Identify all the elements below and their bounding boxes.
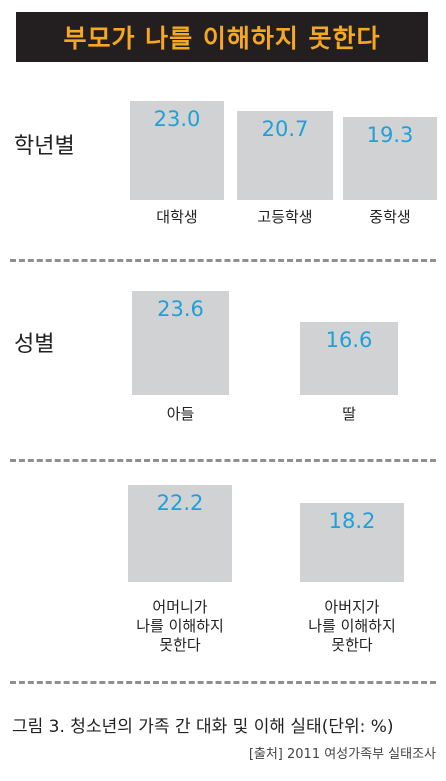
chart-title: 부모가 나를 이해하지 못한다 (63, 24, 381, 53)
group-label: 학년별 (14, 134, 75, 159)
divider (10, 681, 436, 684)
category-label: 중학생 (369, 208, 411, 226)
source-note: [출처] 2011 여성가족부 실태조사 (248, 747, 436, 762)
figure-caption: 그림 3. 청소년의 가족 간 대화 및 이해 실태(단위: %) (12, 717, 394, 737)
bar (343, 117, 437, 200)
category-label: 아들 (166, 405, 195, 423)
bar (132, 291, 229, 395)
title-bar: 부모가 나를 이해하지 못한다 (16, 12, 428, 62)
bar (237, 110, 333, 200)
data-label: 18.2 (328, 508, 376, 533)
group-label: 성별 (14, 332, 55, 357)
divider (10, 459, 436, 462)
category-label: 고등학생 (257, 208, 313, 226)
bar (300, 502, 404, 582)
divider (10, 259, 436, 262)
data-label: 23.0 (153, 107, 201, 132)
category-label: 아버지가 나를 이해하지 못한다 (308, 598, 396, 654)
data-label: 20.7 (261, 116, 309, 141)
category-label: 대학생 (156, 208, 198, 226)
bar (300, 321, 398, 395)
bar (130, 101, 224, 200)
data-label: 16.6 (325, 327, 373, 352)
category-label: 어머니가 나를 이해하지 못한다 (136, 598, 224, 654)
data-label: 22.2 (156, 491, 204, 516)
data-label: 23.6 (157, 297, 204, 322)
category-label: 딸 (342, 405, 356, 423)
data-label: 19.3 (366, 123, 414, 147)
bar (128, 485, 232, 582)
